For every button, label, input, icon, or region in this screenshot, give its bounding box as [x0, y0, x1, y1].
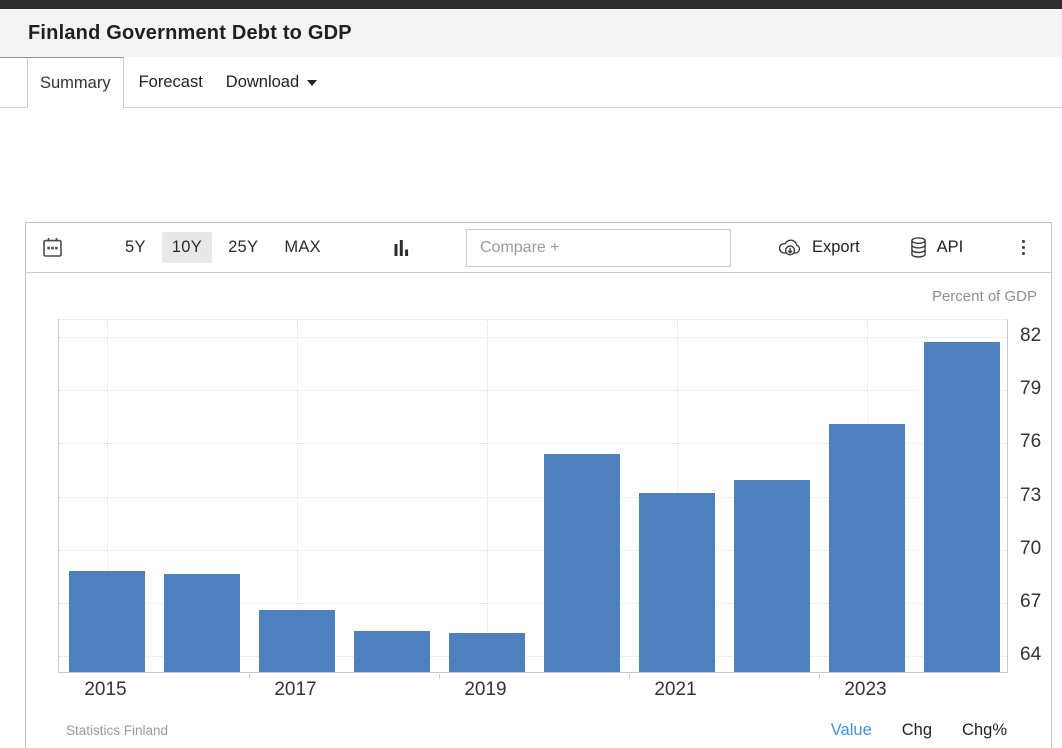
api-button[interactable]: API	[910, 237, 964, 258]
x-gridline	[296, 320, 298, 672]
range-button-5y[interactable]: 5Y	[115, 232, 156, 263]
footer-link-value[interactable]: Value	[830, 720, 872, 739]
tab-forecast-label: Forecast	[138, 72, 203, 91]
tab-summary[interactable]: Summary	[27, 57, 124, 108]
series-mode-links: Value Chg Chg%	[831, 721, 1007, 740]
x-axis-label: 2017	[274, 679, 317, 700]
range-button-10y[interactable]: 10Y	[161, 232, 213, 263]
range-button-25y[interactable]: 25Y	[218, 232, 268, 263]
y-axis-label: 82	[1020, 324, 1042, 346]
page-header: Finland Government Debt to GDP	[0, 9, 1062, 57]
y-gridline	[59, 603, 1007, 604]
tab-forecast[interactable]: Forecast	[139, 73, 203, 92]
bar-2018[interactable]	[353, 631, 430, 672]
chart-footer: Statistics Finland Value Chg Chg%	[66, 717, 1007, 743]
y-axis-label: 70	[1020, 537, 1042, 559]
range-selector: 5Y 10Y 25Y MAX	[115, 232, 331, 263]
footer-link-chg[interactable]: Chg	[901, 720, 933, 739]
x-axis-label: 2019	[464, 679, 507, 700]
x-axis-label: 2021	[654, 679, 697, 700]
tab-download-label: Download	[225, 72, 300, 91]
vertical-ellipsis-icon	[1021, 239, 1025, 244]
y-axis-label: 67	[1020, 591, 1042, 612]
top-navigation-bar	[0, 0, 1062, 9]
footer-link-chg-pct[interactable]: Chg%	[962, 720, 1007, 739]
bar-2022[interactable]	[733, 480, 810, 672]
y-axis-label: 79	[1020, 378, 1042, 400]
x-axis-tick	[819, 674, 820, 679]
bar-2021[interactable]	[638, 492, 715, 672]
vertical-ellipsis-icon	[1021, 245, 1025, 250]
x-axis-label: 2015	[84, 679, 127, 700]
tab-download[interactable]: Download	[225, 72, 318, 92]
chart-type-button[interactable]	[394, 239, 409, 256]
plot-area	[58, 319, 1008, 679]
chart-toolbar: 5Y 10Y 25Y MAX Export	[26, 223, 1051, 273]
y-axis-label: 76	[1020, 431, 1042, 453]
bar-2015[interactable]	[68, 570, 145, 672]
source-attribution: Statistics Finland	[66, 722, 169, 738]
database-icon	[910, 237, 926, 258]
x-gridline	[106, 320, 108, 672]
chart-body: Percent of GDP 64 67 70 73 76 79 82 2015 2017 20…	[26, 273, 1051, 748]
y-gridline	[59, 549, 1007, 551]
y-gridline	[59, 443, 1007, 445]
export-label: Export	[811, 238, 860, 256]
bar-2016[interactable]	[163, 574, 240, 672]
tab-bar: Summary Forecast Download	[0, 57, 1062, 108]
y-axis-unit-label: Percent of GDP	[931, 288, 1037, 305]
calendar-button[interactable]	[42, 237, 63, 258]
column-chart-icon	[394, 240, 409, 256]
page-title: Finland Government Debt to GDP	[28, 21, 352, 44]
x-axis-labels: 2015 2017 2019 2021 2023	[58, 679, 1008, 703]
chart-card: 5Y 10Y 25Y MAX Export	[25, 222, 1052, 748]
bar-2020[interactable]	[543, 453, 620, 672]
x-axis-tick	[629, 674, 630, 679]
more-options-button[interactable]	[1018, 236, 1030, 260]
range-button-max[interactable]: MAX	[274, 232, 331, 263]
cloud-download-icon	[778, 239, 801, 256]
y-axis-label: 64	[1020, 644, 1042, 666]
bar-2023[interactable]	[828, 423, 905, 672]
bar-2024[interactable]	[923, 342, 1000, 672]
calendar-icon	[43, 238, 62, 257]
compare-input[interactable]	[465, 228, 731, 267]
y-gridline	[59, 336, 1007, 338]
x-axis-label: 2023	[844, 679, 887, 700]
tab-bar-rest: Forecast Download	[123, 57, 1062, 108]
y-gridline	[59, 390, 1007, 392]
tab-summary-label: Summary	[40, 73, 111, 92]
bar-2019[interactable]	[448, 633, 525, 672]
x-axis-tick	[439, 674, 440, 679]
chevron-down-icon	[307, 80, 318, 86]
export-button[interactable]: Export	[778, 238, 860, 257]
x-axis-tick	[249, 674, 250, 679]
api-label: API	[936, 238, 964, 256]
tab-bar-spacer	[0, 57, 27, 108]
y-axis-labels: 64 67 70 73 76 79 82	[1020, 319, 1053, 673]
y-gridline	[59, 656, 1007, 658]
y-gridline	[59, 496, 1007, 498]
bar-2017[interactable]	[258, 609, 335, 672]
y-axis-label: 73	[1020, 484, 1042, 506]
x-gridline	[486, 320, 488, 672]
vertical-ellipsis-icon	[1021, 251, 1025, 256]
